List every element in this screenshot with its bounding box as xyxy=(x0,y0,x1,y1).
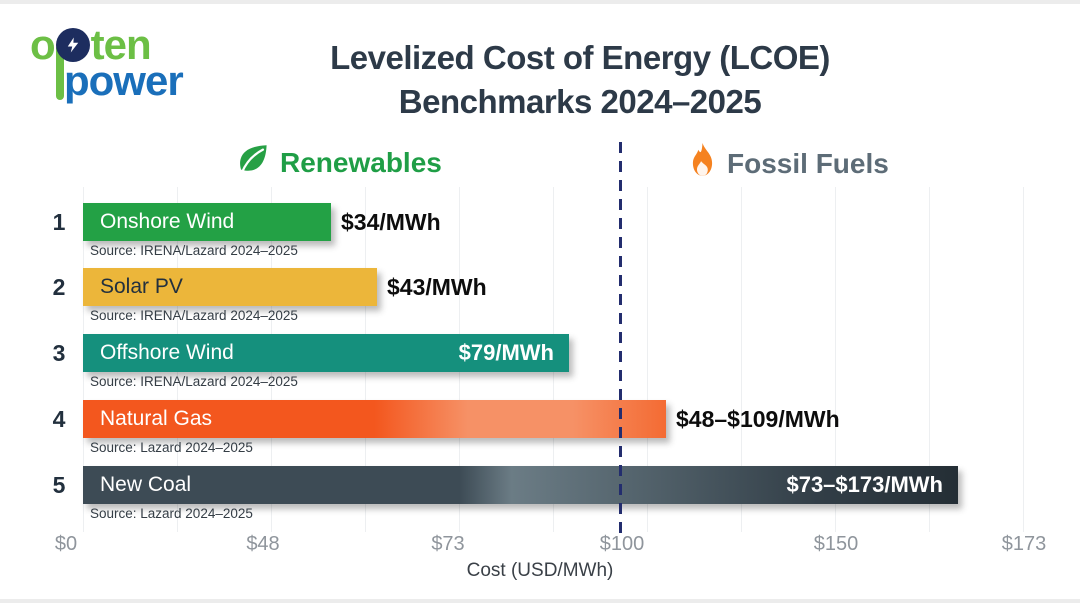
bar-source: Source: IRENA/Lazard 2024–2025 xyxy=(90,308,298,323)
bar-label: Natural Gas xyxy=(100,407,213,430)
brand-logo-text-post: ten xyxy=(90,21,152,68)
bar-source: Source: Lazard 2024–2025 xyxy=(90,440,253,455)
rank-label: 1 xyxy=(52,209,66,235)
bar-solar-pv: Solar PV xyxy=(83,268,377,306)
bar-source: Source: IRENA/Lazard 2024–2025 xyxy=(90,374,298,389)
page-title-line1: Levelized Cost of Energy (LCOE) xyxy=(330,39,830,76)
page-title-line2: Benchmarks 2024–2025 xyxy=(398,82,762,120)
brand-logo: o ten power xyxy=(30,21,184,104)
x-axis-label: Cost (USD/MWh) xyxy=(466,560,614,581)
bar-offshore-wind: Offshore Wind $79/MWh xyxy=(83,334,569,372)
x-tick: $73 xyxy=(431,533,465,555)
bar-label: Offshore Wind xyxy=(100,341,234,364)
bar-label: Solar PV xyxy=(100,275,183,298)
bar-value: $43/MWh xyxy=(387,274,487,300)
legend-renewables: Renewables xyxy=(236,142,442,183)
logo-stem xyxy=(55,44,64,100)
lightning-bolt-badge xyxy=(55,28,90,100)
rank-label: 2 xyxy=(52,274,66,300)
x-tick: $173 xyxy=(1001,533,1047,555)
bar-value: $79/MWh xyxy=(458,340,554,365)
bar-label: New Coal xyxy=(100,473,192,496)
x-tick: $150 xyxy=(813,533,859,555)
bar-label: Onshore Wind xyxy=(100,210,235,233)
bar-new-coal: New Coal $73–$173/MWh xyxy=(83,466,958,504)
x-tick: $100 xyxy=(599,533,645,555)
rank-label: 4 xyxy=(52,406,66,432)
bar-source: Source: Lazard 2024–2025 xyxy=(90,506,253,521)
bar-value: $73–$173/MWh xyxy=(786,472,943,497)
lightning-bolt-icon xyxy=(55,28,90,62)
bar-natural-gas: Natural Gas xyxy=(83,400,666,438)
bar-value: $34/MWh xyxy=(341,209,441,235)
flame-icon xyxy=(688,142,717,185)
rank-label: 3 xyxy=(52,340,66,366)
brand-logo-line1: o ten xyxy=(30,21,183,100)
legend-renewables-label: Renewables xyxy=(280,146,442,178)
bar-source: Source: IRENA/Lazard 2024–2025 xyxy=(90,243,298,258)
page-title: Levelized Cost of Energy (LCOE) Benchmar… xyxy=(120,36,1040,124)
divider-dashed-line xyxy=(619,142,622,534)
x-tick: $48 xyxy=(246,533,280,555)
bar-onshore-wind: Onshore Wind xyxy=(83,203,331,241)
x-tick: $0 xyxy=(54,533,78,555)
brand-logo-text-pre: o xyxy=(30,21,56,68)
legend-fossil: Fossil Fuels xyxy=(688,142,889,185)
rank-label: 5 xyxy=(52,472,66,498)
brand-logo-line2: power xyxy=(64,57,184,104)
leaf-icon xyxy=(236,142,270,183)
bar-value: $48–$109/MWh xyxy=(676,406,840,432)
legend-fossil-label: Fossil Fuels xyxy=(727,147,889,179)
